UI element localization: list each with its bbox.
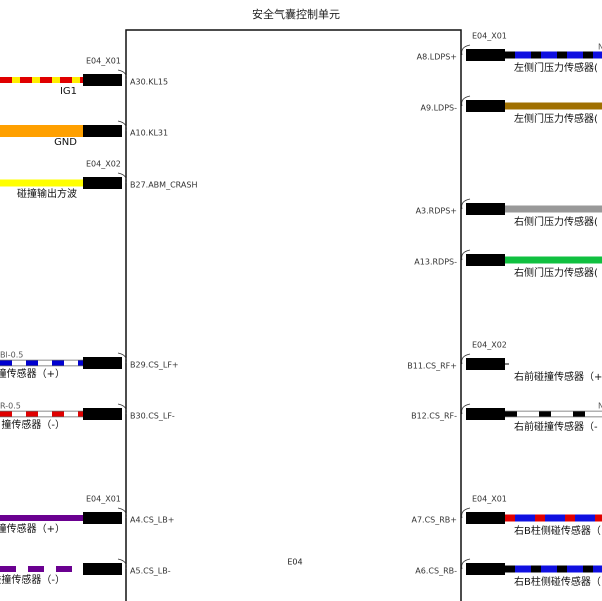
wire-label: 碰撞传感器（-）	[0, 573, 65, 586]
connector-block	[466, 49, 505, 61]
pin-label: B11.CS_RF+	[407, 362, 457, 371]
pin-bracket	[117, 352, 127, 364]
connector-label: E04_X02	[86, 160, 121, 169]
pin-label: A8.LDPS+	[417, 53, 457, 62]
connector-block	[466, 254, 505, 266]
control-unit-box	[125, 29, 462, 601]
unit-title: 安全气囊控制单元	[252, 7, 340, 21]
pin-bracket	[117, 120, 127, 132]
pin-label: A30.KL15	[130, 78, 168, 87]
connector-block	[466, 100, 505, 112]
wire-gauge: N	[598, 402, 602, 411]
pin-bracket	[117, 558, 127, 570]
wire-label: 右B柱侧碰传感器（	[514, 524, 601, 537]
unit-label: E04	[287, 558, 302, 567]
pin-label: A10.KL31	[130, 129, 168, 138]
pin-bracket	[117, 69, 127, 81]
connector-block	[83, 357, 122, 369]
connector-block	[466, 203, 505, 215]
pin-label: A6.CS_RB-	[415, 567, 457, 576]
wire-label: 碰撞输出方波	[17, 187, 77, 200]
wire-label: 撞传感器（+）	[0, 367, 65, 380]
connector-block	[466, 563, 505, 575]
connector-block	[83, 408, 122, 420]
connector-block	[83, 512, 122, 524]
pin-bracket	[461, 44, 471, 56]
connector-block	[466, 408, 505, 420]
connector-block	[83, 125, 122, 137]
connector-block	[83, 177, 122, 189]
pin-label: A5.CS_LB-	[130, 567, 171, 576]
wire-label: 左侧门压力传感器(	[514, 61, 598, 74]
wire-gauge: N	[598, 43, 602, 52]
connector-label: E04_X02	[472, 341, 507, 350]
connector-label: E04_X01	[86, 495, 121, 504]
pin-bracket	[117, 403, 127, 415]
pin-bracket	[461, 507, 471, 519]
pin-bracket	[461, 198, 471, 210]
pin-bracket	[461, 353, 471, 365]
connector-label: E04_X01	[86, 57, 121, 66]
wire-label: 碰撞传感器（+）	[0, 522, 65, 535]
wire-gauge: Bl-0.5	[0, 351, 23, 360]
pin-label: B29.CS_LF+	[130, 361, 179, 370]
pin-label: A9.LDPS-	[420, 104, 457, 113]
connector-block	[466, 358, 505, 370]
wire-label: 左侧门压力传感器(	[514, 112, 598, 125]
wire-label: 右B柱侧碰传感器（	[514, 575, 601, 588]
pin-bracket	[117, 507, 127, 519]
pin-label: B12.CS_RF-	[411, 412, 457, 421]
pin-label: A13.RDPS-	[414, 258, 457, 267]
connector-block	[83, 74, 122, 86]
pin-label: A4.CS_LB+	[130, 516, 174, 525]
wire-label: 右侧门压力传感器(	[514, 266, 598, 279]
wire-label: 右侧门压力传感器(	[514, 215, 598, 228]
pin-bracket	[461, 558, 471, 570]
wire-label: 撞传感器（-）	[1, 418, 65, 431]
wire-label: 右前碰撞传感器（-	[514, 420, 598, 433]
wire-label: GND	[54, 137, 77, 148]
wire-label: IG1	[60, 86, 77, 97]
wire-label: 右前碰撞传感器（+	[514, 370, 602, 383]
connector-block	[466, 512, 505, 524]
pin-bracket	[117, 172, 127, 184]
pin-bracket	[461, 95, 471, 107]
pin-label: A3.RDPS+	[416, 207, 457, 216]
wire-gauge: R-0.5	[0, 402, 21, 411]
pin-label: A7.CS_RB+	[411, 516, 457, 525]
connector-label: E04_X01	[472, 32, 507, 41]
connector-block	[83, 563, 122, 575]
connector-label: E04_X01	[472, 495, 507, 504]
pin-bracket	[461, 249, 471, 261]
pin-bracket	[461, 403, 471, 415]
pin-label: B30.CS_LF-	[130, 412, 175, 421]
pin-label: B27.ABM_CRASH	[130, 181, 197, 190]
